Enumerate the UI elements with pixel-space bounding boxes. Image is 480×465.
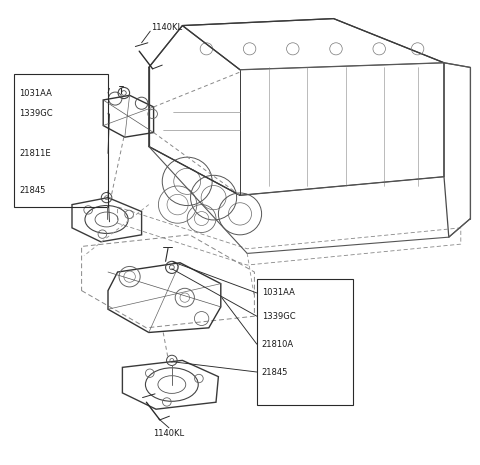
Text: 21845: 21845 xyxy=(262,367,288,377)
Text: 1339GC: 1339GC xyxy=(262,312,295,321)
Text: 1140KL: 1140KL xyxy=(151,23,182,33)
Text: 1031AA: 1031AA xyxy=(19,88,52,98)
Bar xyxy=(257,279,353,405)
Bar xyxy=(14,74,108,207)
Text: 1140KL: 1140KL xyxy=(154,429,184,438)
Text: 21845: 21845 xyxy=(19,186,46,195)
Text: 1031AA: 1031AA xyxy=(262,288,294,298)
Text: 21811E: 21811E xyxy=(19,149,51,158)
Text: 21810A: 21810A xyxy=(262,339,294,349)
Text: 1339GC: 1339GC xyxy=(19,109,53,119)
